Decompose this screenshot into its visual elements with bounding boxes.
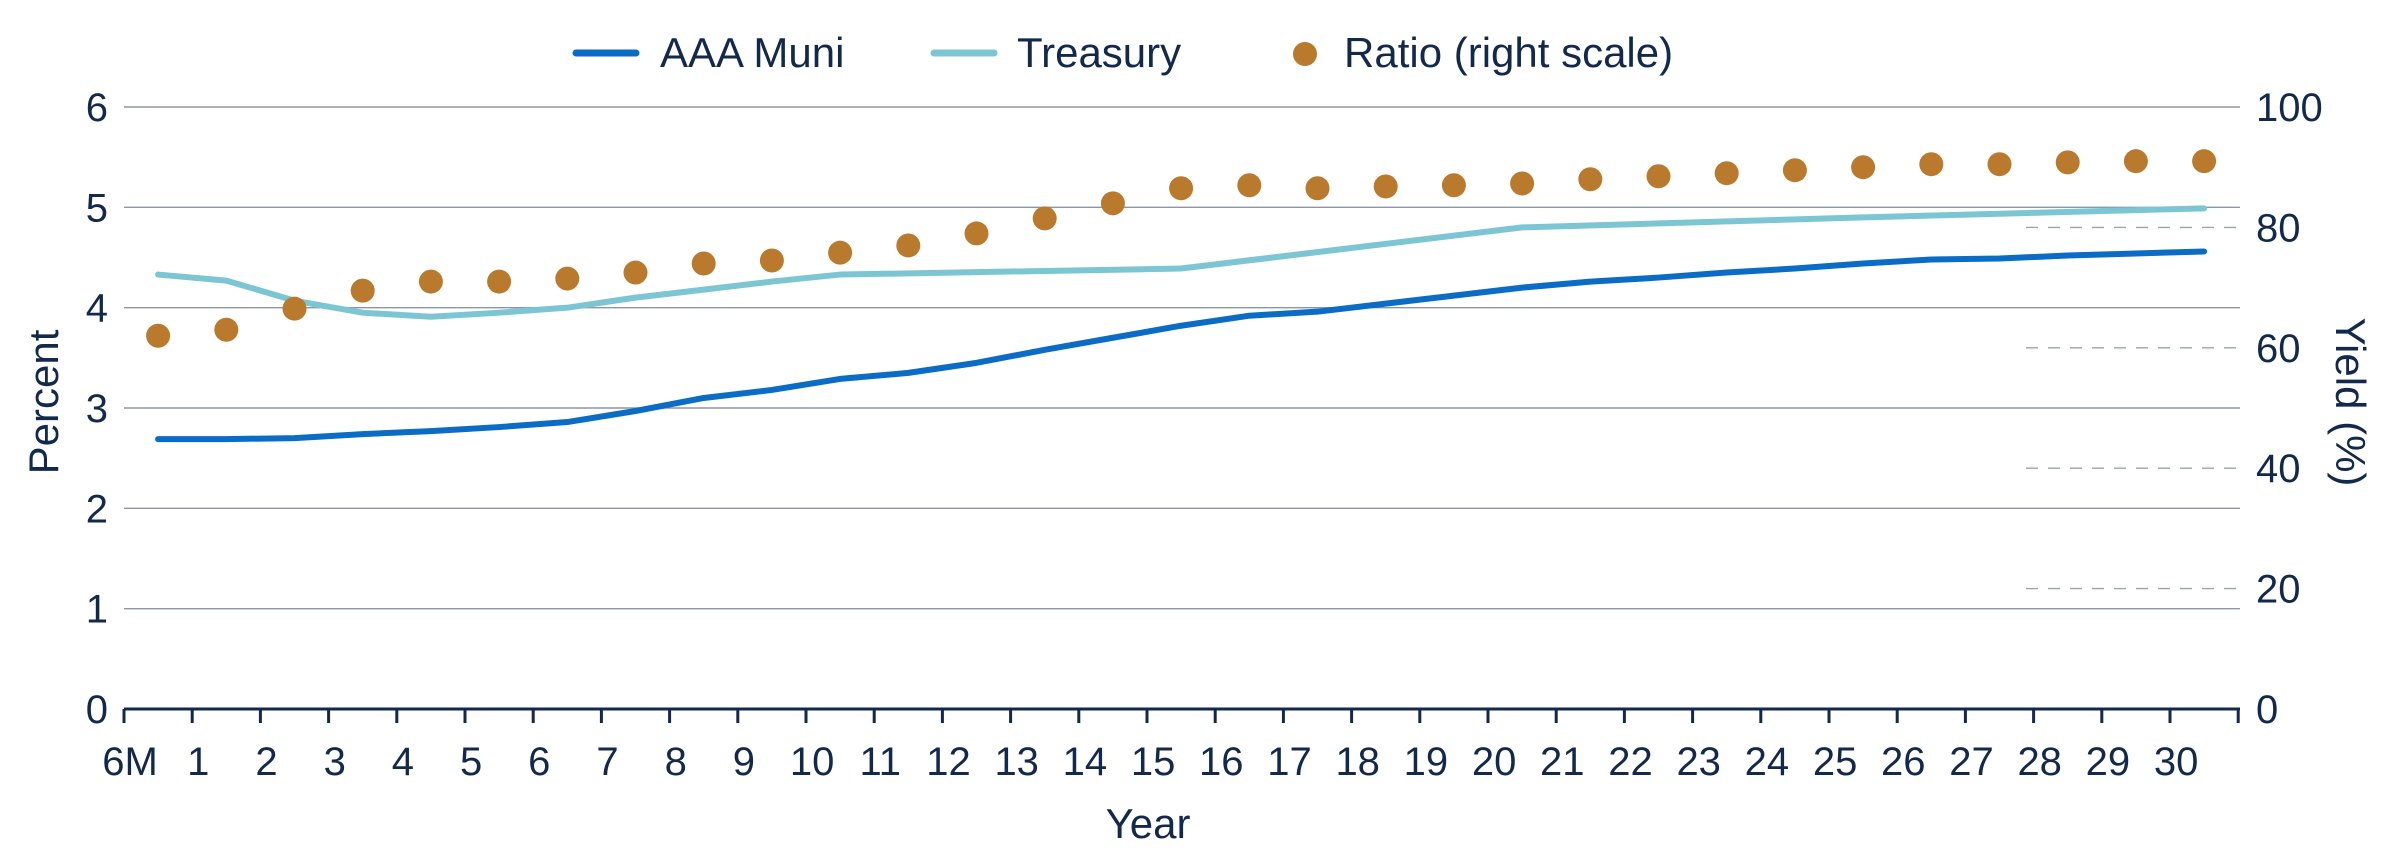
series-point-ratio-right-scale bbox=[2123, 149, 2148, 174]
x-tick-7: 7 bbox=[596, 740, 618, 784]
series-point-ratio-right-scale bbox=[1510, 171, 1535, 196]
series-point-ratio-right-scale bbox=[691, 251, 716, 276]
x-tick-2: 2 bbox=[255, 740, 277, 784]
y-left-tick-3: 3 bbox=[86, 387, 108, 431]
x-tick-9: 9 bbox=[733, 740, 755, 784]
x-tick-8: 8 bbox=[665, 740, 687, 784]
x-tick-4: 4 bbox=[392, 740, 414, 784]
x-tick-29: 29 bbox=[2086, 740, 2131, 784]
y-right-tick-0: 0 bbox=[2256, 688, 2278, 732]
series-point-ratio-right-scale bbox=[350, 278, 375, 303]
series-point-ratio-right-scale bbox=[418, 269, 443, 294]
y-left-tick-6: 6 bbox=[86, 86, 108, 130]
y-right-tick-40: 40 bbox=[2256, 447, 2301, 491]
series-point-ratio-right-scale bbox=[1851, 155, 1876, 180]
x-tick-6M: 6M bbox=[102, 740, 158, 784]
series-point-ratio-right-scale bbox=[1169, 176, 1194, 201]
legend-swatch-ratio bbox=[1293, 42, 1317, 66]
series-point-ratio-right-scale bbox=[828, 240, 853, 265]
x-tick-21: 21 bbox=[1540, 740, 1585, 784]
x-tick-15: 15 bbox=[1131, 740, 1176, 784]
series-point-ratio-right-scale bbox=[146, 323, 171, 348]
x-tick-12: 12 bbox=[926, 740, 971, 784]
legend: AAA Muni Treasury Ratio (right scale) bbox=[572, 29, 1673, 76]
y-right-tick-20: 20 bbox=[2256, 568, 2301, 612]
series-layer bbox=[146, 149, 2217, 443]
series-point-ratio-right-scale bbox=[759, 248, 784, 273]
x-tick-3: 3 bbox=[324, 740, 346, 784]
x-tick-13: 13 bbox=[994, 740, 1039, 784]
series-point-ratio-right-scale bbox=[1441, 173, 1466, 198]
series-point-ratio-right-scale bbox=[1714, 161, 1739, 186]
series-point-ratio-right-scale bbox=[1646, 164, 1671, 189]
legend-label-treasury: Treasury bbox=[1017, 29, 1181, 76]
series-point-ratio-right-scale bbox=[623, 260, 648, 285]
series-point-ratio-right-scale bbox=[1578, 167, 1603, 192]
legend-label-aaa-muni: AAA Muni bbox=[660, 29, 844, 76]
x-tick-28: 28 bbox=[2017, 740, 2062, 784]
x-tick-27: 27 bbox=[1949, 740, 1994, 784]
series-point-ratio-right-scale bbox=[487, 269, 512, 294]
legend-label-ratio: Ratio (right scale) bbox=[1344, 29, 1673, 76]
x-tick-19: 19 bbox=[1404, 740, 1449, 784]
y-left-tick-0: 0 bbox=[86, 688, 108, 732]
x-tick-26: 26 bbox=[1881, 740, 1926, 784]
x-tick-6: 6 bbox=[528, 740, 550, 784]
y-left-tick-1: 1 bbox=[86, 588, 108, 632]
x-tick-1: 1 bbox=[187, 740, 209, 784]
x-tick-30: 30 bbox=[2154, 740, 2199, 784]
x-tick-17: 17 bbox=[1267, 740, 1312, 784]
series-point-ratio-right-scale bbox=[1032, 206, 1057, 231]
y-left-tick-5: 5 bbox=[86, 186, 108, 230]
series-point-ratio-right-scale bbox=[896, 233, 921, 258]
x-tick-18: 18 bbox=[1335, 740, 1380, 784]
series-point-ratio-right-scale bbox=[964, 221, 989, 246]
y-right-tick-100: 100 bbox=[2256, 86, 2323, 130]
axes bbox=[122, 707, 2240, 723]
y-right-tick-80: 80 bbox=[2256, 206, 2301, 250]
series-point-ratio-right-scale bbox=[1237, 173, 1262, 198]
x-tick-25: 25 bbox=[1813, 740, 1858, 784]
x-tick-14: 14 bbox=[1063, 740, 1108, 784]
x-tick-22: 22 bbox=[1608, 740, 1653, 784]
right-axis-guides bbox=[2026, 226, 2240, 590]
x-axis-title: Year bbox=[1106, 800, 1191, 847]
gridlines bbox=[124, 106, 2240, 610]
x-tick-16: 16 bbox=[1199, 740, 1244, 784]
series-point-ratio-right-scale bbox=[1782, 158, 1807, 183]
y-right-tick-60: 60 bbox=[2256, 327, 2301, 371]
series-point-ratio-right-scale bbox=[2055, 150, 2080, 175]
x-tick-10: 10 bbox=[790, 740, 835, 784]
series-point-ratio-right-scale bbox=[1100, 191, 1125, 216]
x-tick-20: 20 bbox=[1472, 740, 1517, 784]
series-point-ratio-right-scale bbox=[2192, 149, 2217, 174]
y-axis-title-right: Yield (%) bbox=[2327, 318, 2374, 487]
series-line-treasury bbox=[155, 205, 2208, 320]
series-point-ratio-right-scale bbox=[1987, 152, 2012, 177]
x-tick-11: 11 bbox=[860, 740, 902, 784]
series-point-ratio-right-scale bbox=[1919, 152, 1944, 177]
series-point-ratio-right-scale bbox=[1373, 174, 1398, 199]
y-axis-title-left: Percent bbox=[20, 329, 67, 474]
x-tick-5: 5 bbox=[460, 740, 482, 784]
series-line-aaa-muni bbox=[155, 248, 2208, 443]
y-left-tick-4: 4 bbox=[86, 287, 108, 331]
x-tick-24: 24 bbox=[1745, 740, 1790, 784]
series-point-ratio-right-scale bbox=[1305, 176, 1330, 201]
series-point-ratio-right-scale bbox=[214, 317, 239, 342]
x-tick-23: 23 bbox=[1676, 740, 1721, 784]
series-point-ratio-right-scale bbox=[555, 266, 580, 291]
series-point-ratio-right-scale bbox=[282, 296, 307, 321]
y-left-tick-2: 2 bbox=[86, 487, 108, 531]
